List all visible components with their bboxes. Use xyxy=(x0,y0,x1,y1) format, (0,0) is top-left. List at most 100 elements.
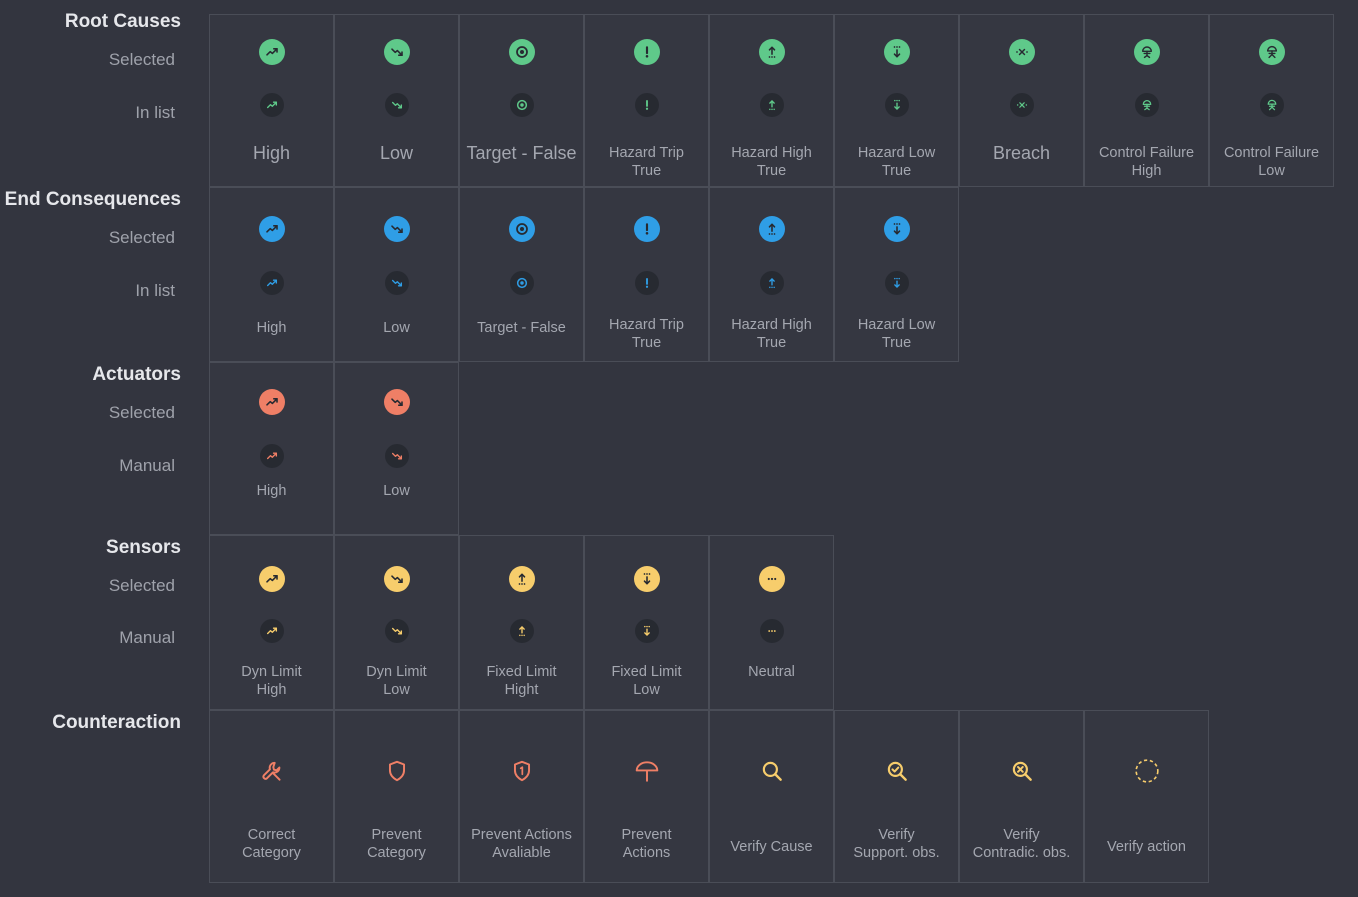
actuators-selected-label: Selected xyxy=(108,403,175,422)
counteraction-label: Verify Support. obs. xyxy=(853,827,940,861)
counteraction-label: Verify action xyxy=(1107,839,1186,855)
actuators-manual-label: Manual xyxy=(119,456,175,475)
end-consequence-cell[interactable]: Target - False xyxy=(459,187,584,362)
trend-down-icon xyxy=(384,619,409,643)
counteraction-cell[interactable]: Verify action xyxy=(1084,710,1209,883)
counteraction-cell[interactable]: Verify Cause xyxy=(709,710,834,883)
target-icon xyxy=(508,216,535,242)
hazard-high-icon xyxy=(759,271,784,295)
magnifier-check-icon xyxy=(884,758,910,784)
root-cause-label: Hazard Trip True xyxy=(609,145,684,179)
magnifier-x-icon xyxy=(1009,758,1035,784)
sensors-title: Sensors xyxy=(106,537,181,558)
trend-down-icon xyxy=(383,566,410,592)
root-selected-label: Selected xyxy=(108,50,175,69)
umbrella-icon xyxy=(634,758,660,784)
magnifier-icon xyxy=(759,758,785,784)
exclamation-icon xyxy=(633,216,660,242)
sensor-cell[interactable]: Fixed Limit Low xyxy=(584,535,709,710)
ellipsis-icon xyxy=(758,566,785,592)
root-cause-cell[interactable]: High xyxy=(209,14,334,187)
root-cause-label: Low xyxy=(379,143,414,163)
sensors-manual-label: Manual xyxy=(119,628,175,647)
end-consequence-label: Hazard High True xyxy=(731,317,812,351)
counteraction-cell[interactable]: Verify Contradic. obs. xyxy=(959,710,1084,883)
root-cause-cell[interactable]: Low xyxy=(334,14,459,187)
trend-up-icon xyxy=(259,93,284,117)
root-cause-cell[interactable]: Control Failure Low xyxy=(1209,14,1334,187)
root-inlist-label: In list xyxy=(135,103,175,122)
counteraction-cell[interactable]: Verify Support. obs. xyxy=(834,710,959,883)
shield-icon xyxy=(384,758,410,784)
counteraction-label: Prevent Actions xyxy=(621,827,672,861)
root-cause-cell[interactable]: Breach xyxy=(959,14,1084,187)
shield-one-icon xyxy=(509,758,535,784)
end-consequence-label: Hazard Low True xyxy=(857,317,936,351)
sensor-label: Neutral xyxy=(748,664,795,680)
hazard-low-icon xyxy=(884,93,909,117)
end-consequence-label: High xyxy=(256,320,287,336)
end-consequence-cell[interactable]: Hazard High True xyxy=(709,187,834,362)
hazard-high-icon xyxy=(758,39,785,65)
dashed-circle-icon xyxy=(1134,758,1160,784)
counteraction-cell[interactable]: Prevent Actions Avaliable xyxy=(459,710,584,883)
root-cause-cell[interactable]: Hazard Low True xyxy=(834,14,959,187)
hazard-high-icon xyxy=(758,216,785,242)
trend-up-icon xyxy=(258,389,285,415)
root-cause-label: Control Failure High xyxy=(1098,145,1195,179)
hazard-low-icon xyxy=(633,566,660,592)
sensor-cell[interactable]: Neutral xyxy=(709,535,834,710)
root-cause-cell[interactable]: Control Failure High xyxy=(1084,14,1209,187)
hazard-high-icon xyxy=(509,619,534,643)
end-consequence-cell[interactable]: Hazard Low True xyxy=(834,187,959,362)
root-cause-label: High xyxy=(252,143,291,163)
target-icon xyxy=(508,39,535,65)
end-consequence-label: Target - False xyxy=(477,320,566,336)
hazard-low-icon xyxy=(883,216,910,242)
sensor-cell[interactable]: Fixed Limit Hight xyxy=(459,535,584,710)
ellipsis-icon xyxy=(759,619,784,643)
trend-up-icon xyxy=(258,216,285,242)
counteraction-cell[interactable]: Prevent Category xyxy=(334,710,459,883)
sensor-label: Fixed Limit Hight xyxy=(486,664,557,698)
hazard-low-icon xyxy=(634,619,659,643)
counteraction-cell[interactable]: Correct Category xyxy=(209,710,334,883)
trend-up-icon xyxy=(258,566,285,592)
counteraction-label: Prevent Category xyxy=(367,827,426,861)
breach-icon xyxy=(1009,93,1034,117)
actuator-label: High xyxy=(256,483,287,499)
trend-up-icon xyxy=(259,444,284,468)
root-cause-cell[interactable]: Hazard Trip True xyxy=(584,14,709,187)
end-consequence-cell[interactable]: Low xyxy=(334,187,459,362)
actuator-cell[interactable]: Low xyxy=(334,362,459,535)
counteraction-label: Verify Cause xyxy=(730,839,813,855)
sensors-selected-label: Selected xyxy=(108,576,175,595)
trend-up-icon xyxy=(259,619,284,643)
root-cause-label: Hazard Low True xyxy=(857,145,936,179)
trend-down-icon xyxy=(384,271,409,295)
control-failure-low-icon xyxy=(1258,39,1285,65)
sensor-label: Dyn Limit Low xyxy=(366,664,427,698)
hazard-low-icon xyxy=(883,39,910,65)
sensor-cell[interactable]: Dyn Limit High xyxy=(209,535,334,710)
actuators-title: Actuators xyxy=(92,364,181,385)
counteraction-label: Prevent Actions Avaliable xyxy=(471,827,572,861)
target-icon xyxy=(509,93,534,117)
end-selected-label: Selected xyxy=(108,228,175,247)
counteraction-cell[interactable]: Prevent Actions xyxy=(584,710,709,883)
actuator-cell[interactable]: High xyxy=(209,362,334,535)
root-cause-cell[interactable]: Hazard High True xyxy=(709,14,834,187)
counteraction-label: Verify Contradic. obs. xyxy=(972,827,1071,861)
end-consequence-cell[interactable]: High xyxy=(209,187,334,362)
end-consequence-label: Low xyxy=(383,320,410,336)
control-failure-low-icon xyxy=(1259,93,1284,117)
actuator-label: Low xyxy=(383,483,410,499)
end-inlist-label: In list xyxy=(135,281,175,300)
sensor-label: Fixed Limit Low xyxy=(611,664,682,698)
root-cause-label: Hazard High True xyxy=(731,145,812,179)
exclamation-icon xyxy=(634,93,659,117)
sensor-cell[interactable]: Dyn Limit Low xyxy=(334,535,459,710)
counteraction-title: Counteraction xyxy=(52,712,181,733)
root-cause-cell[interactable]: Target - False xyxy=(459,14,584,187)
end-consequence-cell[interactable]: Hazard Trip True xyxy=(584,187,709,362)
